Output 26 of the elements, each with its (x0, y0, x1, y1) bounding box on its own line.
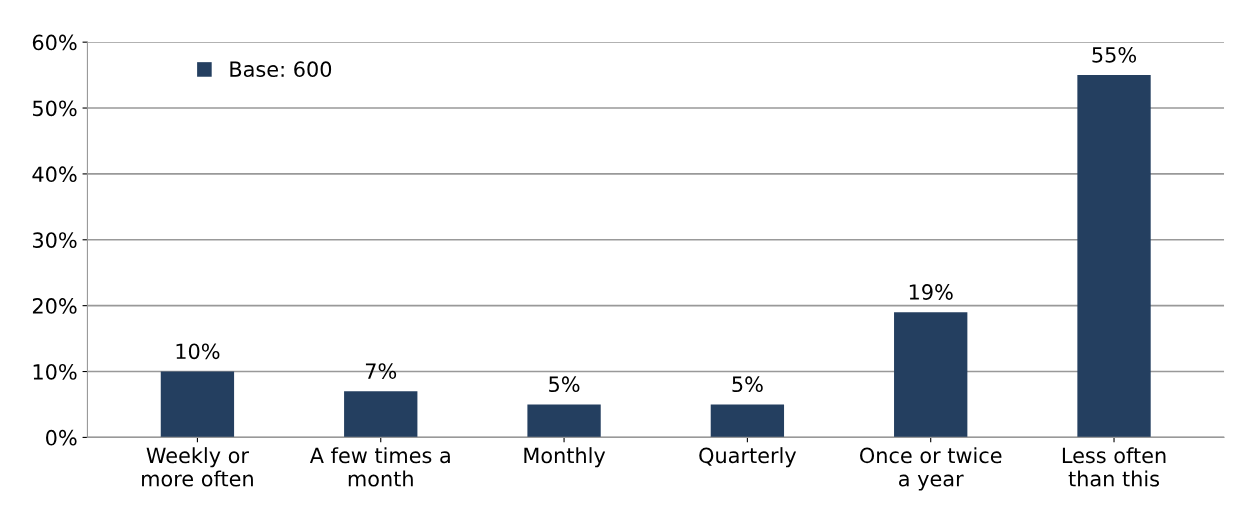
x-tick-label: Less often than this (1062, 447, 1166, 487)
legend-label: Base: 600 (230, 61, 332, 78)
data-label: 5% (732, 376, 763, 393)
y-tick-label: 50% (33, 100, 77, 117)
x-tick-label: Weekly or more often (142, 447, 253, 487)
y-tick-label: 30% (32, 232, 77, 248)
data-label: 55% (1092, 46, 1137, 63)
bar (894, 312, 968, 438)
bar (1077, 75, 1151, 438)
data-label: 5% (549, 376, 580, 393)
x-tick-label: Once or twice a year (860, 447, 1002, 491)
y-tick-label: 10% (33, 363, 77, 380)
y-tick-label: 0% (46, 429, 77, 446)
data-label: 10% (176, 343, 220, 360)
data-label: 7% (365, 363, 397, 379)
y-tick-label: 40% (32, 166, 77, 183)
y-tick-label: 20% (32, 298, 77, 314)
x-tick-label: A few times a month (309, 447, 450, 487)
bar (710, 404, 785, 438)
x-tick-label: Monthly (524, 447, 606, 468)
y-tick-label: 60% (32, 34, 77, 51)
bar (160, 371, 235, 438)
bar (344, 391, 418, 438)
data-label: 19% (909, 284, 953, 300)
x-tick-label: Quarterly (699, 447, 797, 468)
bar (527, 404, 601, 438)
